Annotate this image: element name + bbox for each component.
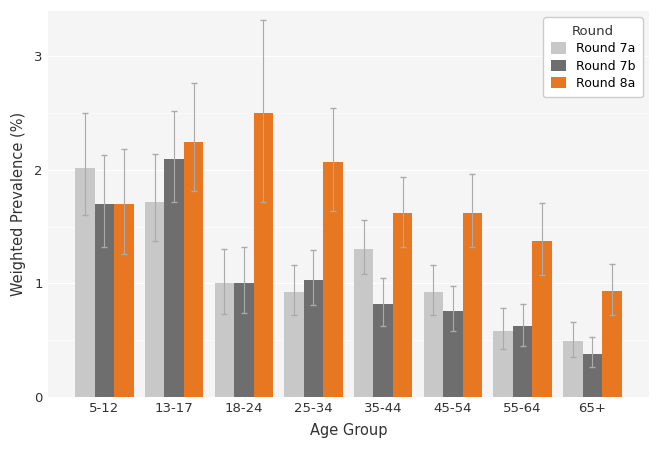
Bar <box>304 280 323 397</box>
Bar <box>602 291 622 397</box>
Bar <box>253 113 273 397</box>
Bar <box>354 249 374 397</box>
Bar <box>583 354 602 397</box>
Bar <box>114 204 134 397</box>
Bar <box>463 213 482 397</box>
Bar <box>374 304 393 397</box>
X-axis label: Age Group: Age Group <box>310 423 387 438</box>
Bar <box>94 204 114 397</box>
Bar <box>284 292 304 397</box>
Bar <box>533 241 552 397</box>
Bar <box>164 158 184 397</box>
Bar <box>443 311 463 397</box>
Bar <box>214 283 234 397</box>
Bar <box>323 162 343 397</box>
Bar <box>145 202 164 397</box>
Bar <box>393 213 412 397</box>
Bar <box>75 167 94 397</box>
Bar <box>234 283 253 397</box>
Bar <box>424 292 443 397</box>
Bar <box>563 341 583 397</box>
Legend: Round 7a, Round 7b, Round 8a: Round 7a, Round 7b, Round 8a <box>543 18 643 97</box>
Bar <box>513 326 533 397</box>
Bar <box>493 331 513 397</box>
Y-axis label: Weighted Prevalence (%): Weighted Prevalence (%) <box>11 112 26 296</box>
Bar <box>184 141 203 397</box>
